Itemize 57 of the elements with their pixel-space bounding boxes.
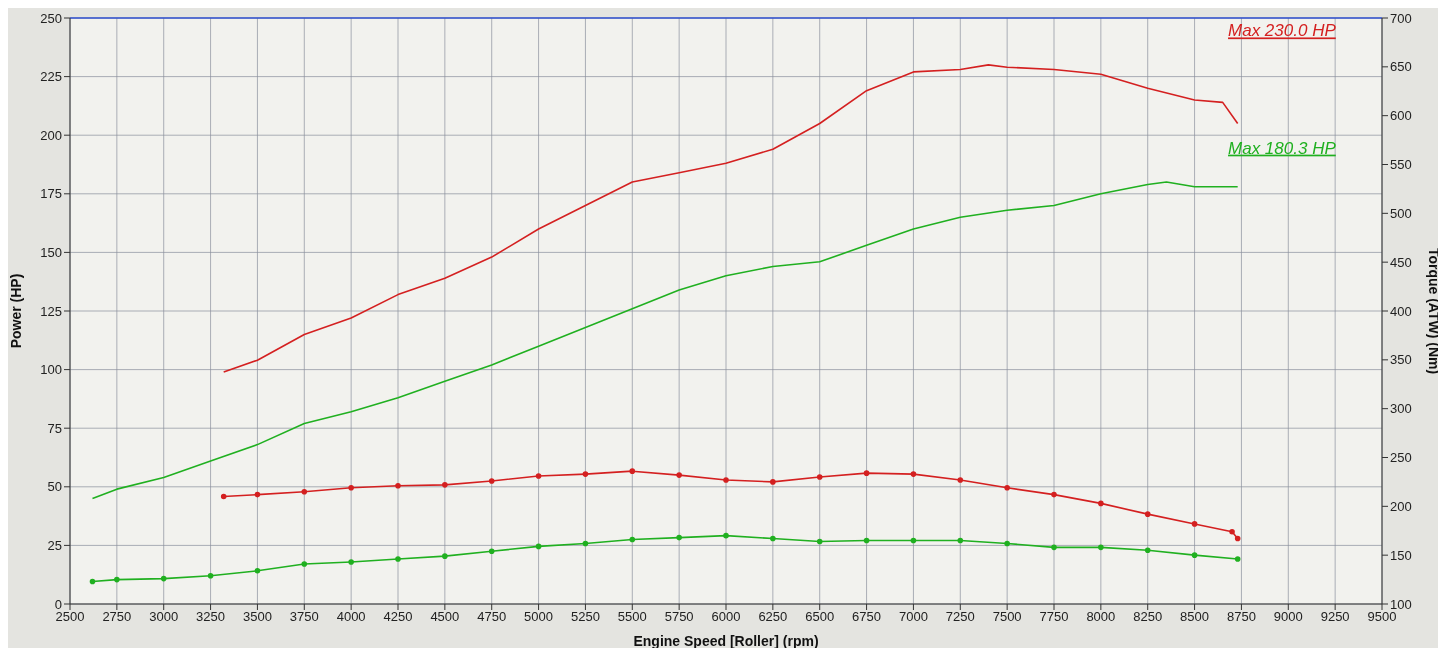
y2-tick-label: 600: [1390, 108, 1412, 124]
x-tick-label: 9250: [1320, 609, 1350, 625]
y2-tick-label: 250: [1390, 450, 1412, 466]
x-tick-label: 2500: [55, 609, 85, 625]
x-tick-label: 4750: [477, 609, 507, 625]
y2-tick-label: 200: [1390, 498, 1412, 514]
x-tick-label: 8250: [1133, 609, 1163, 625]
x-tick-label: 7500: [992, 609, 1022, 625]
y-tick-label: 125: [40, 303, 62, 319]
x-tick-label: 5000: [524, 609, 554, 625]
x-tick-label: 6250: [758, 609, 788, 625]
x-axis-title: Engine Speed [Roller] (rpm): [633, 633, 819, 649]
x-tick-label: 2750: [102, 609, 132, 625]
y2-tick-label: 400: [1390, 303, 1412, 319]
y2-tick-label: 450: [1390, 254, 1412, 270]
y2-tick-label: 550: [1390, 157, 1412, 173]
y2-tick-label: 150: [1390, 547, 1412, 563]
x-tick-label: 4500: [430, 609, 460, 625]
y-tick-label: 250: [40, 10, 62, 26]
y2-tick-label: 700: [1390, 10, 1412, 26]
y2-tick-label: 350: [1390, 352, 1412, 368]
x-tick-label: 8500: [1180, 609, 1210, 625]
x-tick-label: 8750: [1226, 609, 1256, 625]
x-tick-label: 7750: [1039, 609, 1069, 625]
annotation: Max 230.0 HP: [1228, 21, 1337, 41]
y-tick-label: 100: [40, 362, 62, 378]
x-tick-label: 4000: [336, 609, 366, 625]
y-tick-label: 25: [47, 538, 62, 554]
x-tick-label: 3000: [149, 609, 179, 625]
annotation: Max 180.3 HP: [1228, 138, 1337, 158]
y-tick-label: 50: [47, 479, 62, 495]
x-tick-label: 7250: [945, 609, 975, 625]
y-tick-label: 200: [40, 127, 62, 143]
x-tick-label: 7000: [898, 609, 928, 625]
x-tick-label: 4250: [383, 609, 413, 625]
x-tick-label: 5750: [664, 609, 694, 625]
x-tick-label: 6000: [711, 609, 741, 625]
y-tick-label: 225: [40, 69, 62, 85]
x-tick-label: 3500: [242, 609, 272, 625]
x-tick-label: 3750: [289, 609, 319, 625]
y-tick-label: 150: [40, 245, 62, 261]
x-tick-label: 6500: [805, 609, 835, 625]
x-tick-label: 9000: [1273, 609, 1303, 625]
y-tick-label: 175: [40, 186, 62, 202]
x-tick-label: 8000: [1086, 609, 1116, 625]
y2-tick-label: 100: [1390, 596, 1412, 612]
x-tick-label: 9500: [1367, 609, 1397, 625]
x-tick-label: 5500: [617, 609, 647, 625]
x-tick-label: 3250: [196, 609, 226, 625]
y-tick-label: 0: [54, 596, 62, 612]
y2-tick-label: 500: [1390, 205, 1412, 221]
y-axis-title: Power (HP): [7, 273, 24, 349]
y2-tick-label: 300: [1390, 401, 1412, 417]
y-tick-label: 75: [47, 420, 62, 436]
x-tick-label: 5250: [570, 609, 600, 625]
y2-tick-label: 650: [1390, 59, 1412, 75]
x-tick-label: 6750: [852, 609, 882, 625]
